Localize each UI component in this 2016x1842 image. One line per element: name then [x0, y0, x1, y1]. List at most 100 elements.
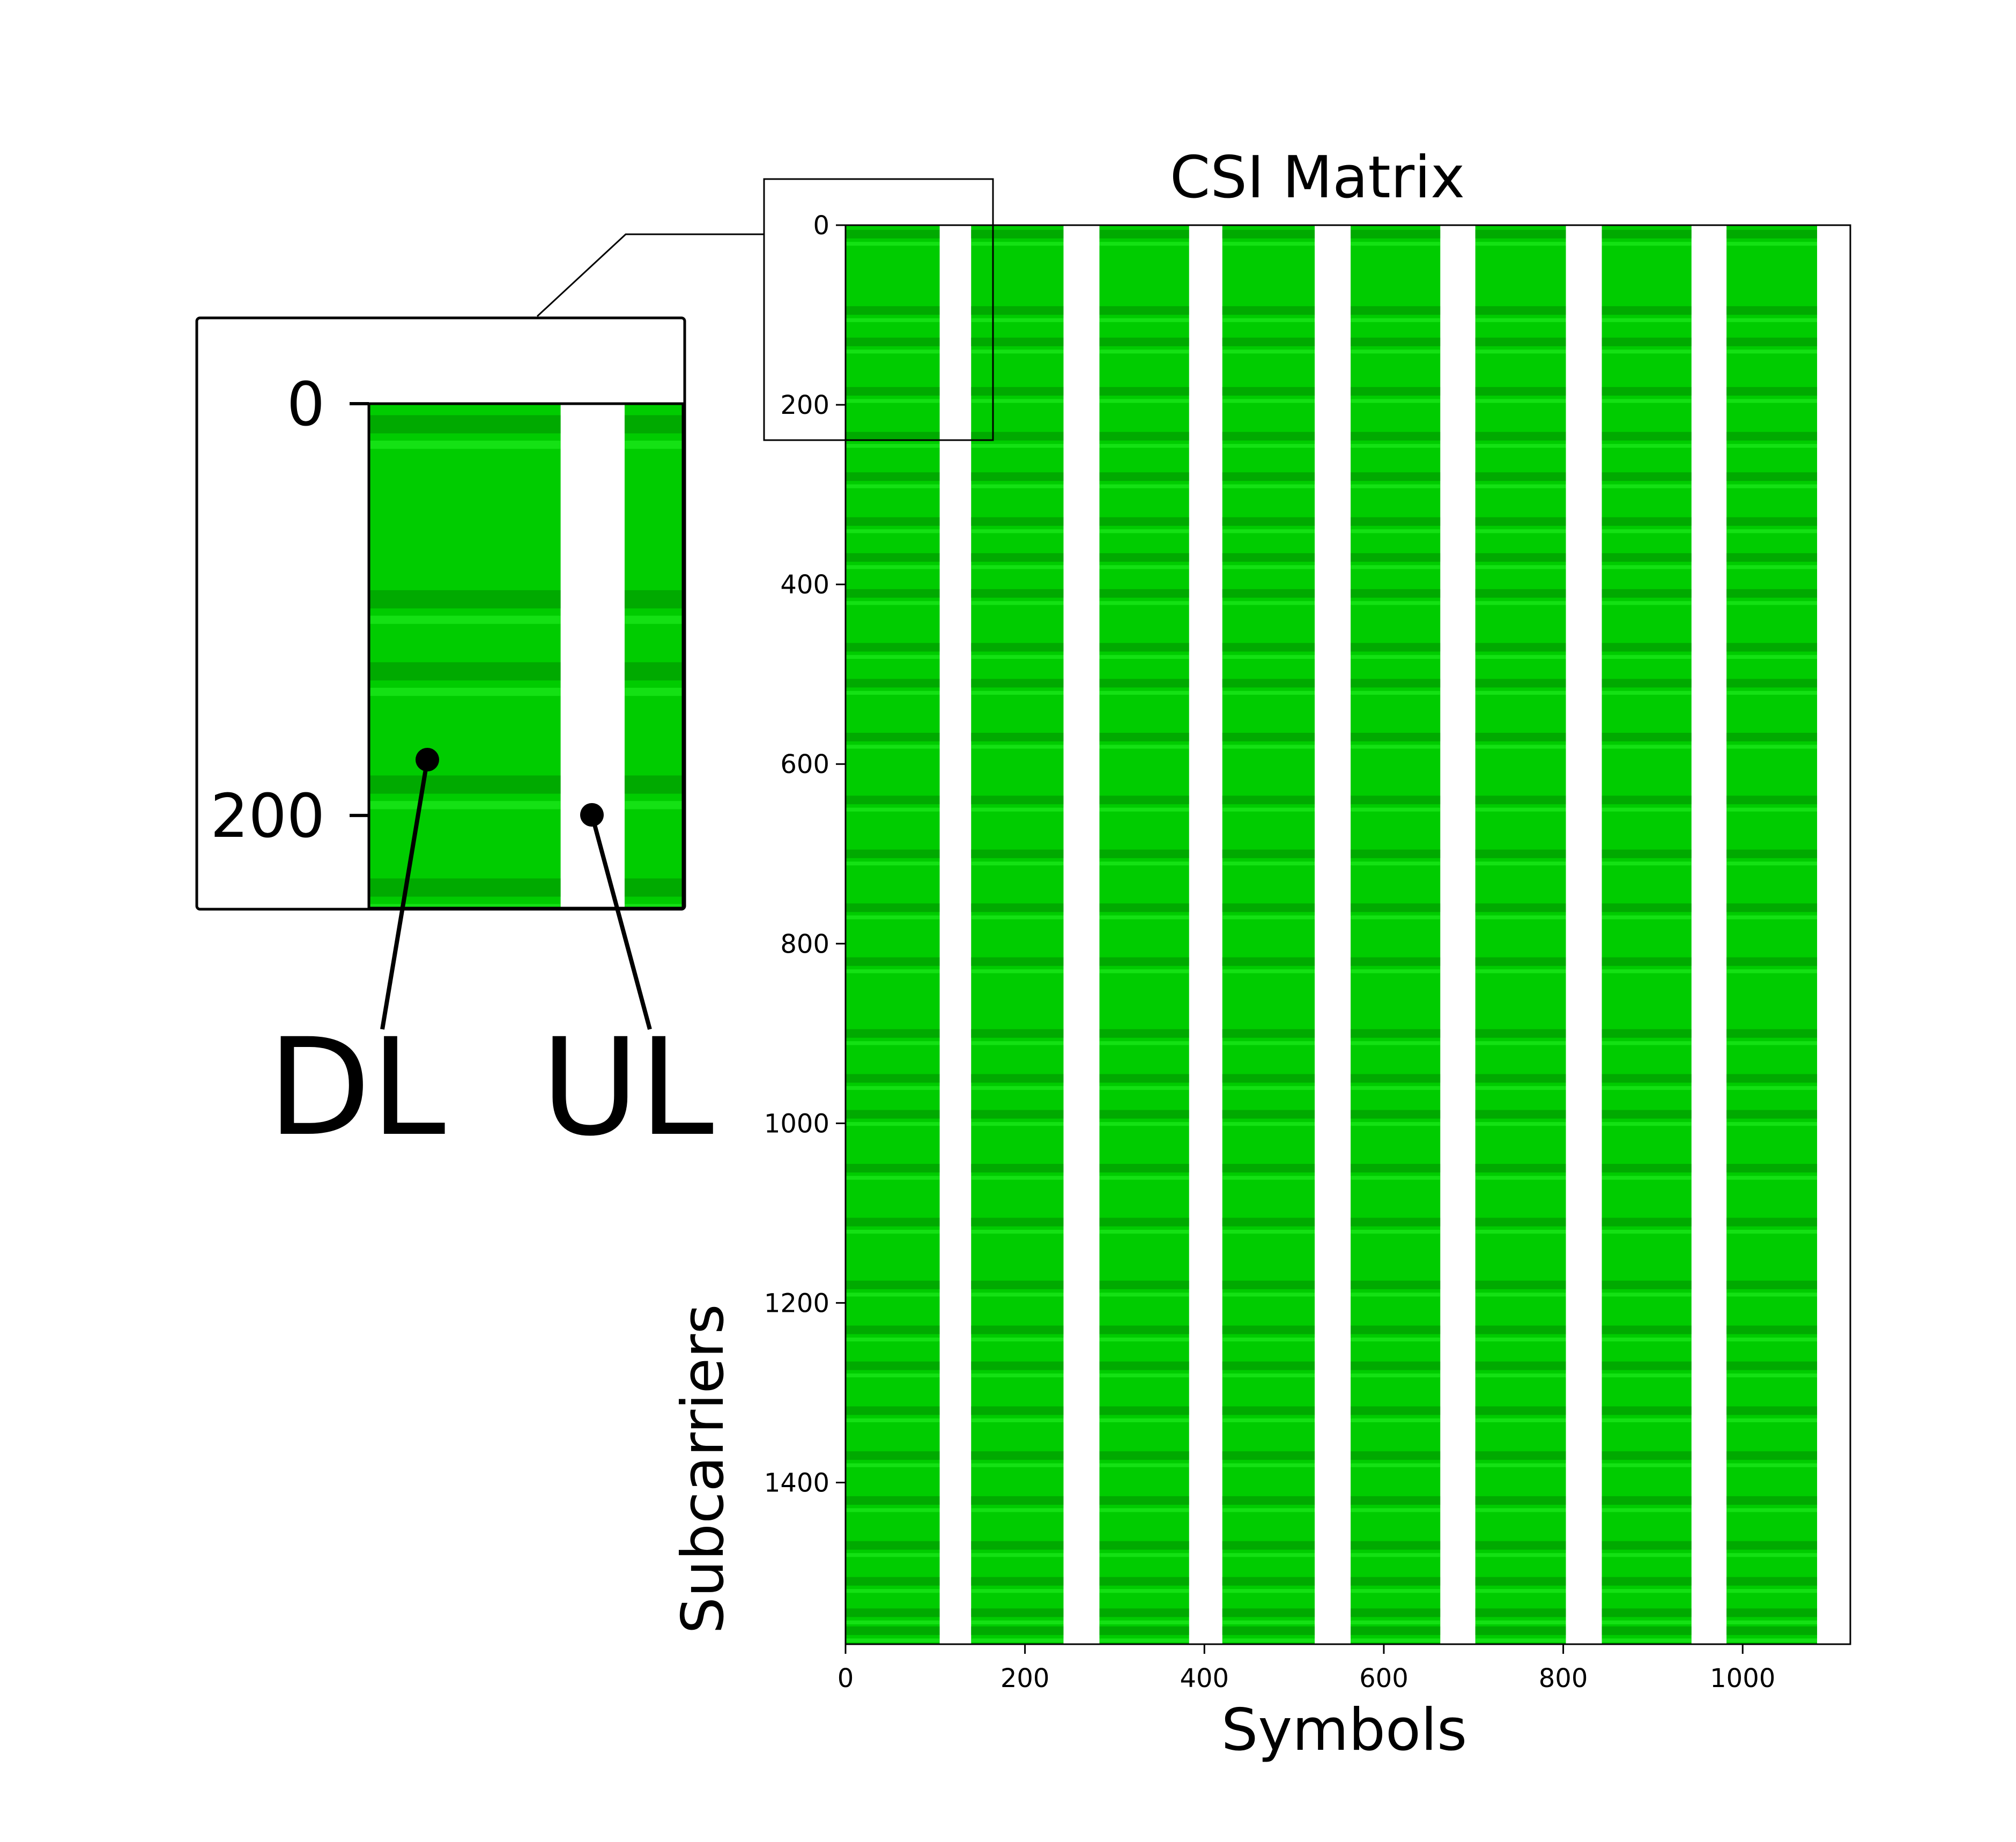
csi-texture-band [1351, 1451, 1441, 1460]
csi-texture-band [971, 1496, 1064, 1505]
csi-texture-band [1726, 1589, 1818, 1593]
csi-texture-band [1726, 1325, 1818, 1334]
csi-texture-band [1475, 1508, 1566, 1512]
csi-texture-band [1475, 1176, 1566, 1180]
csi-texture-band [846, 399, 940, 403]
csi-texture-band [1726, 484, 1818, 488]
csi-texture-band [1475, 655, 1566, 659]
csi-texture-band [846, 589, 940, 598]
csi-texture-band [1222, 565, 1315, 569]
csi-texture-band [1222, 1638, 1315, 1643]
csi-texture-band [1602, 1164, 1692, 1173]
csi-texture-band [1602, 1176, 1692, 1180]
csi-texture-band [1726, 690, 1818, 695]
csi-texture-band [1222, 306, 1315, 315]
csi-texture-band [1726, 601, 1818, 605]
csi-texture-band [624, 662, 683, 681]
csi-texture-band [971, 1638, 1064, 1643]
csi-texture-band [1222, 1626, 1315, 1635]
csi-texture-band [1099, 957, 1189, 966]
csi-texture-band [1099, 690, 1189, 695]
csi-texture-band [1726, 1293, 1818, 1297]
csi-texture-band [1602, 690, 1692, 695]
csi-texture-band [1222, 1041, 1315, 1045]
csi-texture-band [971, 796, 1064, 805]
csi-texture-band [1099, 1217, 1189, 1227]
csi-texture-band [1726, 242, 1818, 246]
y-tick-label: 1000 [764, 1109, 829, 1139]
csi-texture-band [1726, 350, 1818, 354]
csi-texture-band [846, 553, 940, 562]
csi-texture-band [1222, 903, 1315, 912]
csi-texture-band [1099, 565, 1189, 569]
csi-texture-band [1726, 807, 1818, 812]
x-tick-label: 1000 [1710, 1663, 1775, 1694]
csi-texture-band [1726, 1608, 1818, 1617]
csi-texture-band [1222, 732, 1315, 741]
inset-axes-frame [367, 402, 685, 910]
csi-texture-band [1475, 601, 1566, 605]
csi-texture-band [971, 1577, 1064, 1586]
csi-texture-band [1099, 1451, 1189, 1460]
inset-chart: 0 200 DL UL [195, 316, 714, 1165]
csi-texture-band [369, 662, 561, 681]
csi-texture-band [1475, 1406, 1566, 1415]
csi-texture-band [1602, 915, 1692, 919]
csi-texture-band [971, 655, 1064, 659]
csi-texture-band [1351, 318, 1441, 322]
csi-texture-band [1602, 1086, 1692, 1090]
csi-texture-band [846, 337, 940, 346]
csi-texture-band [1602, 957, 1692, 966]
csi-texture-band [1222, 1373, 1315, 1378]
csi-texture-band [971, 601, 1064, 605]
csi-texture-band [971, 1029, 1064, 1038]
csi-texture-band [1602, 1373, 1692, 1378]
csi-texture-band [1099, 1230, 1189, 1234]
csi-texture-band [1602, 565, 1692, 569]
csi-texture-band [1602, 1230, 1692, 1234]
csi-texture-band [1475, 745, 1566, 749]
csi-texture-band [1726, 529, 1818, 533]
csi-texture-band [1222, 601, 1315, 605]
y-tick-label: 800 [780, 929, 829, 959]
csi-texture-band [1602, 732, 1692, 741]
csi-texture-band [1475, 1230, 1566, 1234]
inset-y-axis-ticks: 0 200 [210, 370, 369, 851]
csi-texture-band [971, 1553, 1064, 1557]
csi-texture-band [1222, 1608, 1315, 1617]
csi-texture-band [846, 1418, 940, 1423]
csi-texture-band [1351, 1496, 1441, 1505]
csi-texture-band [1475, 849, 1566, 858]
csi-texture-band [971, 690, 1064, 695]
csi-texture-band [369, 904, 561, 908]
csi-texture-band [1726, 444, 1818, 448]
downlink-slot [624, 404, 683, 908]
csi-texture-band [1351, 655, 1441, 659]
csi-texture-band [1602, 679, 1692, 688]
csi-texture-band [1726, 1110, 1818, 1119]
csi-texture-band [971, 1406, 1064, 1415]
csi-texture-band [1222, 1230, 1315, 1234]
csi-texture-band [624, 590, 683, 608]
csi-texture-band [1726, 1176, 1818, 1180]
csi-texture-band [846, 1230, 940, 1234]
csi-texture-band [1602, 318, 1692, 322]
csi-texture-band [1475, 1418, 1566, 1423]
csi-texture-band [846, 1463, 940, 1467]
csi-texture-band [1475, 399, 1566, 403]
csi-texture-band [1726, 1338, 1818, 1342]
csi-texture-band [1222, 849, 1315, 858]
csi-texture-band [1726, 1418, 1818, 1423]
csi-texture-band [1099, 1406, 1189, 1415]
csi-texture-band [971, 643, 1064, 652]
csi-texture-band [1099, 969, 1189, 974]
csi-texture-band [846, 849, 940, 858]
csi-texture-band [846, 1589, 940, 1593]
csi-texture-band [1351, 306, 1441, 315]
csi-texture-band [1475, 1217, 1566, 1227]
csi-texture-band [1602, 1041, 1692, 1045]
csi-texture-band [1726, 796, 1818, 805]
csi-texture-band [1475, 1541, 1566, 1550]
csi-texture-band [624, 775, 683, 794]
csi-texture-band [971, 969, 1064, 974]
